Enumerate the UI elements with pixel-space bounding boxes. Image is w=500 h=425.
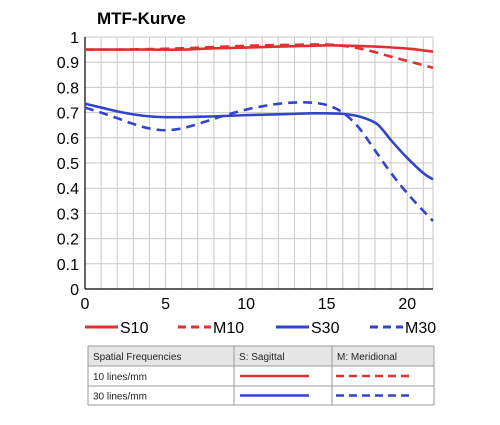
table-header-cell: M: Meridional [337, 352, 397, 363]
legend-label-s10: S10 [120, 320, 149, 337]
y-tick-label: 1 [70, 30, 79, 47]
table-header-bg [88, 346, 434, 366]
legend-label-s30: S30 [311, 320, 340, 337]
y-tick-label: 0.9 [57, 55, 79, 72]
x-tick-label: 15 [318, 296, 336, 313]
series-line-m10 [84, 43, 434, 69]
y-tick-label: 0.5 [57, 156, 79, 173]
legend-label-m10: M10 [213, 320, 244, 337]
y-axis-ticks: 0 0.1 0.2 0.3 0.4 0.5 0.6 0.7 0.8 0.9 1 [57, 30, 79, 299]
y-tick-label: 0.7 [57, 106, 79, 123]
y-tick-label: 0.2 [57, 232, 79, 249]
chart-grid [84, 36, 434, 290]
x-tick-label: 20 [398, 296, 416, 313]
y-tick-label: 0.1 [57, 257, 79, 274]
chart-series [84, 43, 434, 222]
series-line-s30 [84, 102, 434, 181]
legend-label-m30: M30 [405, 320, 436, 337]
legend-table: Spatial Frequencies S: Sagittal M: Meridio… [87, 345, 435, 406]
table-header-cell: Spatial Frequencies [93, 352, 181, 363]
x-tick-label: 10 [237, 296, 255, 313]
y-tick-label: 0.6 [57, 131, 79, 148]
y-tick-label: 0 [70, 282, 79, 299]
table-row-label: 30 lines/mm [93, 392, 147, 403]
y-tick-label: 0.4 [57, 181, 79, 198]
chart-legend: S10 M10 S30 M30 [85, 320, 436, 337]
x-axis-ticks: 0 5 10 15 20 [81, 296, 417, 313]
y-tick-label: 0.3 [57, 206, 79, 223]
y-tick-label: 0.8 [57, 80, 79, 97]
series-line-m30 [84, 100, 434, 222]
table-row-label: 10 lines/mm [93, 372, 147, 383]
x-tick-label: 5 [161, 296, 170, 313]
table-header-cell: S: Sagittal [239, 352, 285, 363]
x-tick-label: 0 [81, 296, 90, 313]
chart-title: MTF-Kurve [97, 9, 186, 28]
